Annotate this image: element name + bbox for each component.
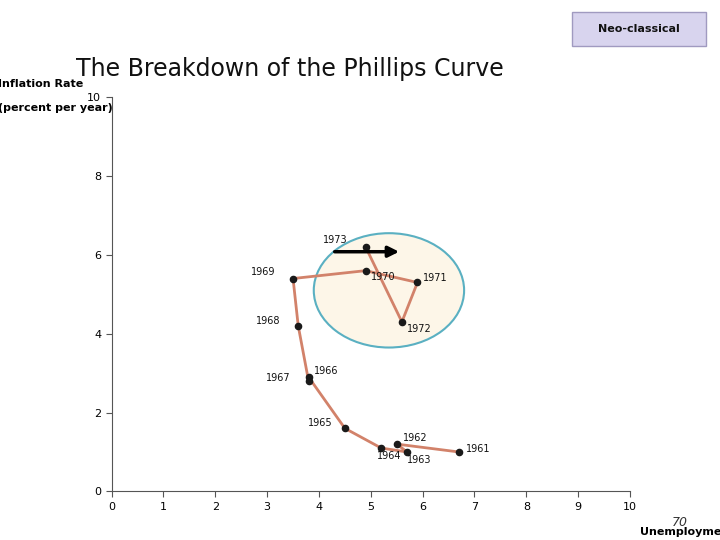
Point bbox=[292, 321, 304, 330]
Point bbox=[339, 424, 351, 433]
Text: Unemployment: Unemployment bbox=[640, 527, 720, 537]
Text: 1965: 1965 bbox=[307, 418, 332, 428]
Text: 1969: 1969 bbox=[251, 267, 275, 278]
Text: 1971: 1971 bbox=[423, 273, 447, 284]
Point bbox=[360, 242, 372, 251]
Text: (percent per year): (percent per year) bbox=[0, 103, 112, 113]
Point bbox=[303, 373, 315, 381]
Text: 70: 70 bbox=[672, 516, 688, 530]
Text: 1970: 1970 bbox=[371, 272, 395, 282]
Text: 1961: 1961 bbox=[466, 444, 490, 454]
Point bbox=[391, 440, 402, 448]
Ellipse shape bbox=[314, 233, 464, 348]
Point bbox=[360, 266, 372, 275]
Text: Inflation Rate: Inflation Rate bbox=[0, 79, 83, 89]
Text: The Breakdown of the Phillips Curve: The Breakdown of the Phillips Curve bbox=[76, 57, 503, 80]
Text: 1973: 1973 bbox=[323, 235, 348, 245]
Point bbox=[412, 278, 423, 287]
Text: 1968: 1968 bbox=[256, 316, 280, 326]
Text: Neo-classical: Neo-classical bbox=[598, 24, 680, 34]
FancyBboxPatch shape bbox=[572, 12, 706, 46]
Point bbox=[453, 448, 464, 456]
Text: 1966: 1966 bbox=[314, 366, 338, 376]
Point bbox=[287, 274, 299, 283]
Text: 1964: 1964 bbox=[377, 451, 402, 461]
Text: 1967: 1967 bbox=[266, 373, 291, 383]
Point bbox=[396, 318, 408, 326]
Point bbox=[375, 444, 387, 453]
Point bbox=[401, 448, 413, 456]
Text: 1963: 1963 bbox=[407, 455, 431, 465]
Point bbox=[303, 377, 315, 386]
Text: 1972: 1972 bbox=[407, 324, 432, 334]
Text: 1962: 1962 bbox=[403, 433, 428, 443]
